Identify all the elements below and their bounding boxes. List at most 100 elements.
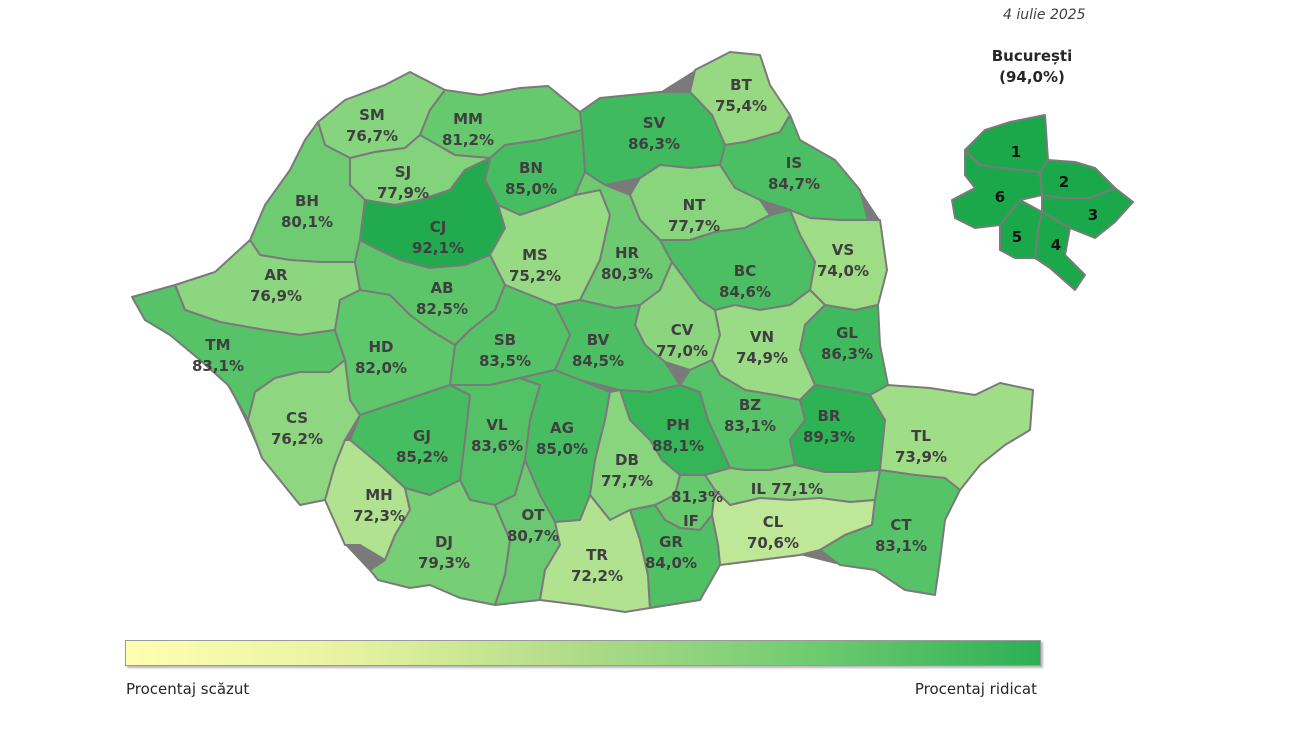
county-value-BH: 80,1% bbox=[281, 213, 333, 231]
county-code-BC: BC bbox=[734, 262, 756, 280]
county-code-GJ: GJ bbox=[413, 427, 431, 445]
county-value-CS: 76,2% bbox=[271, 430, 323, 448]
county-CT[interactable] bbox=[819, 469, 961, 596]
county-code-CT: CT bbox=[890, 516, 912, 534]
county-value-HR: 80,3% bbox=[601, 265, 653, 283]
county-value-GL: 86,3% bbox=[821, 345, 873, 363]
sector-label-3: 3 bbox=[1088, 206, 1098, 224]
county-value-AR: 76,9% bbox=[250, 287, 302, 305]
county-value-BT: 75,4% bbox=[715, 97, 767, 115]
county-code-MS: MS bbox=[522, 246, 548, 264]
county-code-CS: CS bbox=[286, 409, 308, 427]
county-code-BH: BH bbox=[295, 192, 319, 210]
county-code-VN: VN bbox=[750, 328, 774, 346]
county-value-MM: 81,2% bbox=[442, 131, 494, 149]
county-code-CJ: CJ bbox=[430, 218, 447, 236]
county-labels: SM 76,7% MM 81,2% BT 75,4% SV 86,3% BN 85,0% SJ 77,… bbox=[192, 76, 947, 585]
county-code-TM: TM bbox=[205, 336, 230, 354]
county-code-BZ: BZ bbox=[739, 396, 761, 414]
county-value-TL: 73,9% bbox=[895, 448, 947, 466]
county-CS[interactable] bbox=[247, 359, 361, 506]
county-value-MH: 72,3% bbox=[353, 507, 405, 525]
county-value-IF: 81,3% bbox=[671, 488, 723, 506]
county-code-BN: BN bbox=[519, 159, 543, 177]
county-code-CV: CV bbox=[671, 321, 694, 339]
county-value-TR: 72,2% bbox=[571, 567, 623, 585]
county-value-VS: 74,0% bbox=[817, 262, 869, 280]
county-value-CJ: 92,1% bbox=[412, 239, 464, 257]
county-value-SV: 86,3% bbox=[628, 135, 680, 153]
bucharest-map bbox=[951, 114, 1134, 291]
county-value-BZ: 83,1% bbox=[724, 417, 776, 435]
county-code-SM: SM bbox=[359, 106, 385, 124]
bucharest-title: București (94,0%) bbox=[970, 46, 1094, 88]
county-DJ[interactable] bbox=[369, 479, 511, 606]
county-code-DJ: DJ bbox=[435, 533, 453, 551]
county-value-AB: 82,5% bbox=[416, 300, 468, 318]
county-value-OT: 80,7% bbox=[507, 527, 559, 545]
county-value-DB: 77,7% bbox=[601, 472, 653, 490]
county-code-BT: BT bbox=[730, 76, 752, 94]
county-value-CL: 70,6% bbox=[747, 534, 799, 552]
county-code-AB: AB bbox=[430, 279, 453, 297]
county-value-VL: 83,6% bbox=[471, 437, 523, 455]
county-value-BR: 89,3% bbox=[803, 428, 855, 446]
county-value-MS: 75,2% bbox=[509, 267, 561, 285]
county-code-HR: HR bbox=[615, 244, 640, 262]
county-code-TL: TL bbox=[911, 427, 931, 445]
county-code-MM: MM bbox=[453, 110, 483, 128]
sector-6[interactable] bbox=[951, 149, 1043, 229]
legend-low-label: Procentaj scăzut bbox=[126, 680, 250, 698]
county-code-BV: BV bbox=[587, 331, 610, 349]
county-code-VL: VL bbox=[486, 416, 508, 434]
county-code-SB: SB bbox=[494, 331, 516, 349]
county-code-TR: TR bbox=[586, 546, 608, 564]
county-value-TM: 83,1% bbox=[192, 357, 244, 375]
county-value-GJ: 85,2% bbox=[396, 448, 448, 466]
county-value-GR: 84,0% bbox=[645, 554, 697, 572]
sector-5[interactable] bbox=[999, 199, 1043, 259]
county-value-SM: 76,7% bbox=[346, 127, 398, 145]
county-value-NT: 77,7% bbox=[668, 217, 720, 235]
county-value-AG: 85,0% bbox=[536, 440, 588, 458]
sector-label-6: 6 bbox=[995, 188, 1005, 206]
county-label-IL: IL 77,1% bbox=[751, 480, 823, 498]
sector-label-2: 2 bbox=[1059, 173, 1069, 191]
sector-label-1: 1 bbox=[1011, 143, 1021, 161]
county-code-SV: SV bbox=[643, 114, 666, 132]
county-value-SJ: 77,9% bbox=[377, 184, 429, 202]
sector-labels: 1 2 3 4 5 6 bbox=[995, 143, 1098, 254]
county-code-DB: DB bbox=[615, 451, 639, 469]
bucharest-value: (94,0%) bbox=[999, 68, 1065, 86]
county-code-OT: OT bbox=[522, 506, 546, 524]
bucharest-name: București bbox=[991, 47, 1073, 65]
county-code-PH: PH bbox=[666, 416, 690, 434]
date-label: 4 iulie 2025 bbox=[1003, 7, 1086, 23]
county-value-SB: 83,5% bbox=[479, 352, 531, 370]
county-value-CT: 83,1% bbox=[875, 537, 927, 555]
county-value-CV: 77,0% bbox=[656, 342, 708, 360]
county-code-VS: VS bbox=[832, 241, 854, 259]
county-value-IS: 84,7% bbox=[768, 175, 820, 193]
county-code-BR: BR bbox=[818, 407, 841, 425]
legend-gradient-bar bbox=[125, 640, 1041, 666]
county-code-CL: CL bbox=[763, 513, 784, 531]
county-GR[interactable] bbox=[629, 504, 721, 609]
county-value-BN: 85,0% bbox=[505, 180, 557, 198]
county-code-GR: GR bbox=[659, 533, 683, 551]
county-code-SJ: SJ bbox=[395, 163, 411, 181]
county-code-AR: AR bbox=[264, 266, 288, 284]
county-code-AG: AG bbox=[550, 419, 574, 437]
county-code-MH: MH bbox=[365, 486, 392, 504]
county-code-HD: HD bbox=[368, 338, 393, 356]
county-value-DJ: 79,3% bbox=[418, 554, 470, 572]
legend-high-label: Procentaj ridicat bbox=[914, 680, 1037, 698]
county-code-IS: IS bbox=[786, 154, 802, 172]
sector-label-5: 5 bbox=[1012, 228, 1022, 246]
county-value-BV: 84,5% bbox=[572, 352, 624, 370]
county-code-GL: GL bbox=[836, 324, 858, 342]
county-value-HD: 82,0% bbox=[355, 359, 407, 377]
sector-label-4: 4 bbox=[1051, 236, 1061, 254]
county-code-IF: IF bbox=[683, 512, 699, 530]
